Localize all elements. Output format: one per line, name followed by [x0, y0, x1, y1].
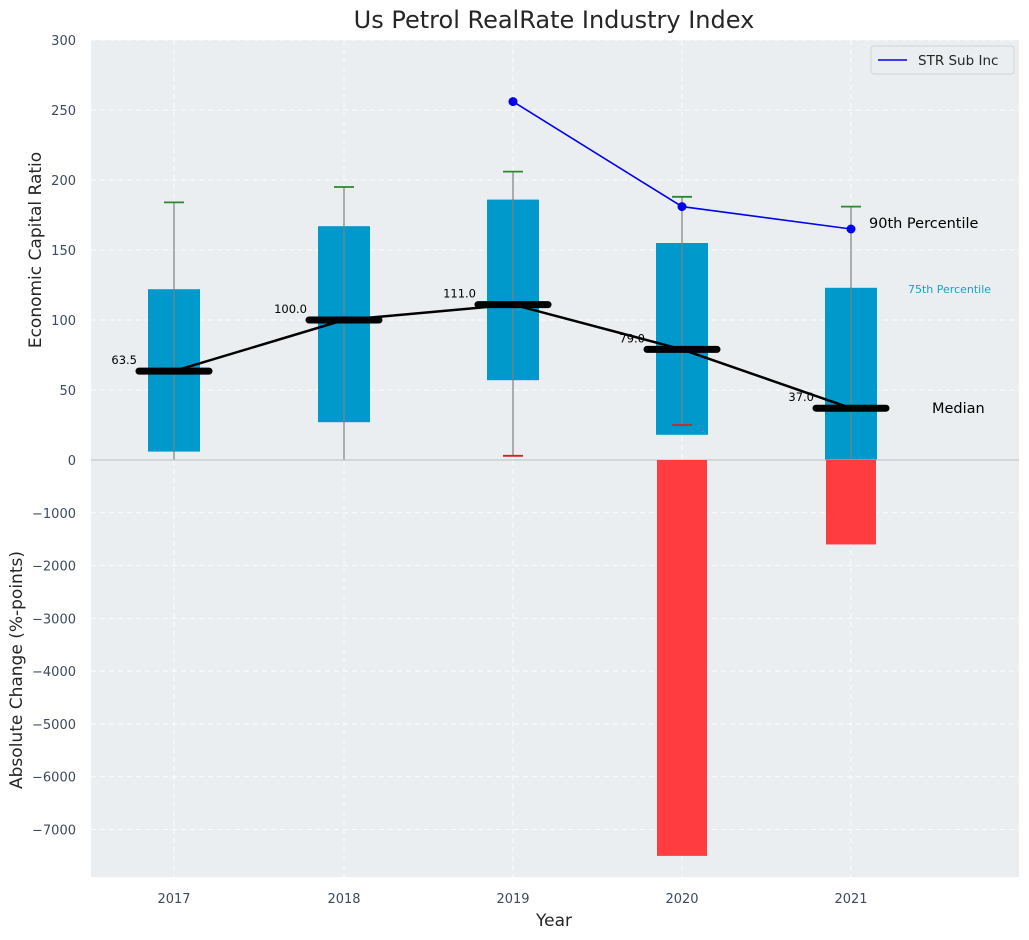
median-label-2019: 111.0	[443, 287, 476, 301]
bottom-marks	[657, 460, 876, 856]
x-ticks: 2017 2018 2019 2020 2021	[157, 892, 867, 907]
bottom-plot-area	[91, 460, 1019, 877]
top-y-axis-label: Economic Capital Ratio	[26, 152, 46, 348]
top-y-tick-label: 150	[51, 244, 76, 259]
bottom-y-tick-label: −1000	[32, 507, 76, 522]
median-label-2021: 37.0	[788, 390, 814, 404]
top-marks: 63.5 100.0 111.0 79.0 37.0 90th Percentile 75t…	[111, 97, 991, 460]
x-tick-label-2019: 2019	[496, 892, 529, 907]
top-y-tick-label: 300	[51, 34, 76, 49]
series-point-2020	[677, 202, 687, 212]
median-label-2020: 79.0	[619, 331, 645, 345]
bottom-y-ticks: −1000 −2000 −3000 −4000 −5000 −6000 −7000	[32, 507, 76, 839]
bottom-y-tick-label: −3000	[32, 612, 76, 627]
x-tick-label-2021: 2021	[834, 892, 867, 907]
bottom-y-axis-label: Absolute Change (%-points)	[7, 551, 27, 789]
x-axis-label: Year	[535, 911, 572, 931]
top-panel: 0 50 100 150 200 250 300 63.5 100.0 111.0 79.0 37.…	[51, 34, 1019, 469]
legend[interactable]: STR Sub Inc	[870, 45, 1015, 75]
bottom-y-tick-label: −2000	[32, 560, 76, 575]
bottom-y-tick-label: −6000	[32, 771, 76, 786]
series-point-2021	[846, 224, 856, 234]
bar-2021	[826, 460, 876, 545]
bar-2020	[657, 460, 707, 856]
top-y-tick-label: 50	[59, 384, 76, 399]
annotation-75th-percentile: 75th Percentile	[908, 283, 991, 296]
top-y-tick-label: 250	[51, 104, 76, 119]
series-point-2019	[508, 97, 518, 107]
annotation-90th-percentile: 90th Percentile	[869, 216, 979, 232]
x-tick-label-2017: 2017	[157, 892, 190, 907]
legend-box	[870, 45, 1015, 75]
top-y-tick-label: 200	[51, 174, 76, 189]
bottom-panel: −1000 −2000 −3000 −4000 −5000 −6000 −7000	[32, 459, 1019, 877]
x-tick-label-2020: 2020	[665, 892, 698, 907]
bottom-y-tick-label: −4000	[32, 665, 76, 680]
median-label-2017: 63.5	[111, 353, 137, 367]
bottom-y-tick-label: −7000	[32, 823, 76, 838]
x-tick-label-2018: 2018	[327, 892, 360, 907]
top-y-ticks: 0 50 100 150 200 250 300	[51, 34, 76, 469]
top-y-tick-label: 0	[68, 454, 76, 469]
median-label-2018: 100.0	[274, 302, 307, 316]
chart-title: Us Petrol RealRate Industry Index	[354, 6, 755, 34]
legend-label-str-sub-inc: STR Sub Inc	[918, 53, 998, 69]
annotation-median: Median	[932, 401, 985, 417]
bottom-y-tick-label: −5000	[32, 718, 76, 733]
top-y-tick-label: 100	[51, 314, 76, 329]
